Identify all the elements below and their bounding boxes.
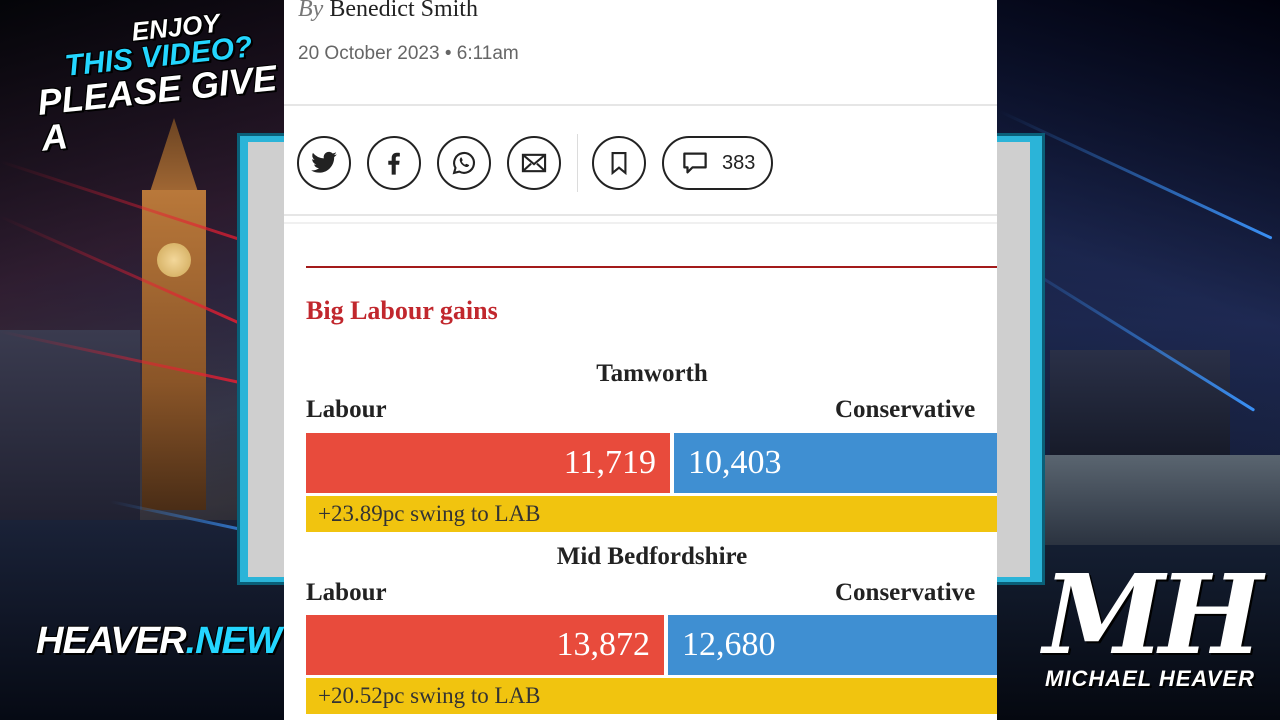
- divider: [284, 104, 997, 106]
- share-facebook-button[interactable]: [367, 136, 421, 190]
- labour-votes-bar: 13,872: [306, 615, 664, 675]
- article-panel: By Benedict Smith 20 October 2023 • 6:11…: [284, 0, 997, 720]
- site-dot: .: [185, 620, 197, 662]
- section-title: Big Labour gains: [306, 296, 498, 325]
- conservative-votes-bar: 10,403: [674, 433, 997, 493]
- labour-votes-bar: 11,719: [306, 433, 670, 493]
- whatsapp-icon: [452, 151, 476, 175]
- divider: [284, 214, 997, 216]
- publish-date: 20 October 2023 • 6:11am: [298, 43, 519, 64]
- share-twitter-button[interactable]: [297, 136, 351, 190]
- facebook-icon: [388, 152, 400, 175]
- share-email-button[interactable]: [507, 136, 561, 190]
- toolbar-separator: [577, 134, 578, 192]
- byline-prefix: By: [298, 0, 324, 22]
- logo-mark: MH: [1043, 550, 1263, 679]
- divider: [284, 222, 997, 224]
- conservative-votes-bar: 12,680: [668, 615, 997, 675]
- constituency-name: Tamworth: [596, 360, 708, 387]
- comment-count: 383: [722, 151, 756, 174]
- logo-name: MICHAEL HEAVER: [1045, 666, 1255, 691]
- bookmark-button[interactable]: [592, 136, 646, 190]
- left-party-label: Labour: [306, 396, 387, 423]
- bridge: [1045, 455, 1280, 545]
- left-party-label: Labour: [306, 579, 387, 606]
- swing-banner: +20.52pc swing to LAB: [306, 678, 997, 714]
- parliament-building: [0, 330, 140, 530]
- byline: By Benedict Smith: [298, 0, 478, 23]
- big-ben-tower: [142, 190, 206, 510]
- author-link[interactable]: Benedict Smith: [329, 0, 478, 22]
- twitter-icon: [311, 151, 337, 173]
- right-party-label: Conservative: [835, 396, 976, 423]
- clock-face: [157, 243, 191, 277]
- promo-text: ENJOY THIS VIDEO? PLEASE GIVE A: [30, 3, 292, 159]
- bookmark-icon: [611, 152, 627, 176]
- share-whatsapp-button[interactable]: [437, 136, 491, 190]
- section-rule: [306, 266, 997, 268]
- site-tld: NEW: [195, 620, 282, 662]
- site-name: HEAVER: [36, 620, 187, 662]
- constituency-name: Mid Bedfordshire: [556, 543, 748, 570]
- swing-banner: +23.89pc swing to LAB: [306, 496, 997, 532]
- email-icon: [521, 153, 547, 173]
- site-url: HEAVER.NEW: [36, 620, 282, 663]
- comments-button[interactable]: 383: [662, 136, 774, 190]
- channel-logo: MH MICHAEL HEAVER: [1040, 550, 1263, 692]
- river-left: [0, 520, 284, 720]
- building-right: [1050, 350, 1230, 460]
- comment-icon: [683, 152, 707, 174]
- share-toolbar: 383: [297, 134, 774, 192]
- right-party-label: Conservative: [835, 579, 976, 606]
